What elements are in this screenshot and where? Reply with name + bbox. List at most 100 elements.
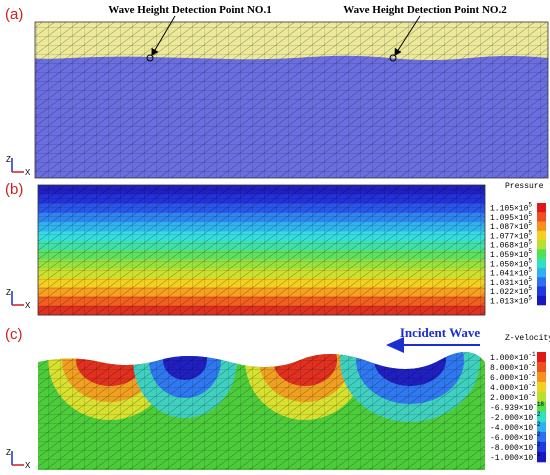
legend-label: 1.077×105 [490,229,532,241]
legend-swatch [537,286,546,297]
pointer-arrow [151,15,176,56]
legend-swatch [537,382,546,393]
legend-exponent: 5 [528,294,532,301]
legend-mantissa: -6.939×10 [490,404,533,413]
legend-exponent: -2 [528,391,536,398]
legend-swatch [537,372,546,383]
legend-swatch [537,295,546,306]
annotation: Wave Height Detection Point NO.1 [108,4,271,16]
legend-mantissa: -6.000×10 [490,434,533,443]
legend-mantissa: 1.087×10 [490,223,529,232]
legend-label: 6.000×10-2 [490,371,536,383]
legend-swatch [537,203,546,213]
legend-mantissa: 1.000×10 [490,354,529,363]
legend-exponent: -2 [533,431,541,438]
legend-label: -1.000×10-1 [490,451,541,463]
mesh [38,351,485,470]
legend-swatch [537,422,546,433]
legend-label: 1.105×105 [490,202,532,214]
legend-exponent: -2 [533,411,541,418]
legend-label: 1.087×105 [490,220,532,232]
legend-mantissa: -4.000×10 [490,424,533,433]
legend-mantissa: 1.068×10 [490,242,529,251]
legend-swatch [537,212,546,222]
legend-exponent: -18 [533,401,544,408]
legend-label: -6.000×10-2 [490,431,541,443]
legend-mantissa: 1.077×10 [490,232,529,241]
legend-swatch [537,402,546,413]
legend-swatch [537,392,546,403]
legend-label: 4.000×10-2 [490,381,536,393]
legend-label: 1.013×105 [490,294,532,306]
legend-label: 1.022×105 [490,285,532,297]
legend-swatch [537,277,546,287]
legend-mantissa: 1.050×10 [490,260,529,269]
legend-swatch [537,230,546,241]
legend-swatch [537,352,546,363]
legend-mantissa: -1.000×10 [490,454,533,463]
legend-label: 8.000×10-2 [490,361,536,373]
legend-swatch [537,442,546,453]
legend-mantissa: 1.095×10 [490,214,529,223]
legend-label: -6.939×10-18 [490,401,544,413]
legend-title: Z-velocity [505,334,550,343]
legend-label: 1.059×105 [490,248,532,260]
legend-mantissa: 2.000×10 [490,394,529,403]
detection-point [146,54,154,62]
legend-mantissa: 8.000×10 [490,364,529,373]
legend-exponent: 5 [528,257,532,264]
legend-mantissa: 1.041×10 [490,270,529,279]
legend-mantissa: 1.022×10 [490,288,529,297]
legend-mantissa: -2.000×10 [490,414,533,423]
legend-label: 1.068×105 [490,239,532,251]
legend-mantissa: 4.000×10 [490,384,529,393]
panel-label: (b) [5,181,23,198]
legend-label: 1.031×105 [490,276,532,288]
legend-swatch [537,452,546,463]
legend-label: 1.000×10-1 [490,351,536,363]
legend-exponent: -2 [528,361,536,368]
legend-exponent: -1 [533,451,541,458]
axis-label: Z [6,448,11,457]
panel-label: (c) [5,326,23,343]
legend-swatch [537,240,546,250]
legend-swatch [537,258,546,269]
legend-exponent: 5 [528,220,532,227]
panel-b [37,184,486,316]
legend-label: -4.000×10-2 [490,421,541,433]
legend-swatch [537,432,546,443]
legend-title: Pressure [505,182,544,191]
legend-exponent: -2 [533,441,541,448]
axis-label: Z [6,155,11,164]
legend-label: 2.000×10-2 [490,391,536,403]
mesh [37,184,486,316]
legend-exponent: 5 [528,248,532,255]
legend-exponent: 5 [528,239,532,246]
legend-mantissa: -8.000×10 [490,444,533,453]
legend-exponent: 5 [528,267,532,274]
legend-exponent: -2 [528,381,536,388]
legend-exponent: 5 [528,211,532,218]
legend-label: -2.000×10-2 [490,411,541,423]
panel-c: Incident Wave [38,325,485,470]
legend-label: 1.041×105 [490,267,532,279]
legend-mantissa: 6.000×10 [490,374,529,383]
detection-point [389,54,397,62]
legend-mantissa: 1.059×10 [490,251,529,260]
legend-mantissa: 1.013×10 [490,297,529,306]
legend-swatch [537,267,546,278]
axis-label: X [25,168,31,177]
legend-exponent: 5 [528,276,532,283]
pointer-arrow [394,15,421,56]
legend-exponent: 5 [528,229,532,236]
legend-swatch [537,412,546,423]
legend-exponent: 5 [528,285,532,292]
legend-exponent: -1 [528,351,536,358]
legend-mantissa: 1.031×10 [490,279,529,288]
axis-label: X [25,301,31,310]
legend-swatch [537,362,546,373]
legend-mantissa: 1.105×10 [490,205,529,214]
axis-label: Z [6,288,11,297]
legend-label: 1.095×105 [490,211,532,223]
